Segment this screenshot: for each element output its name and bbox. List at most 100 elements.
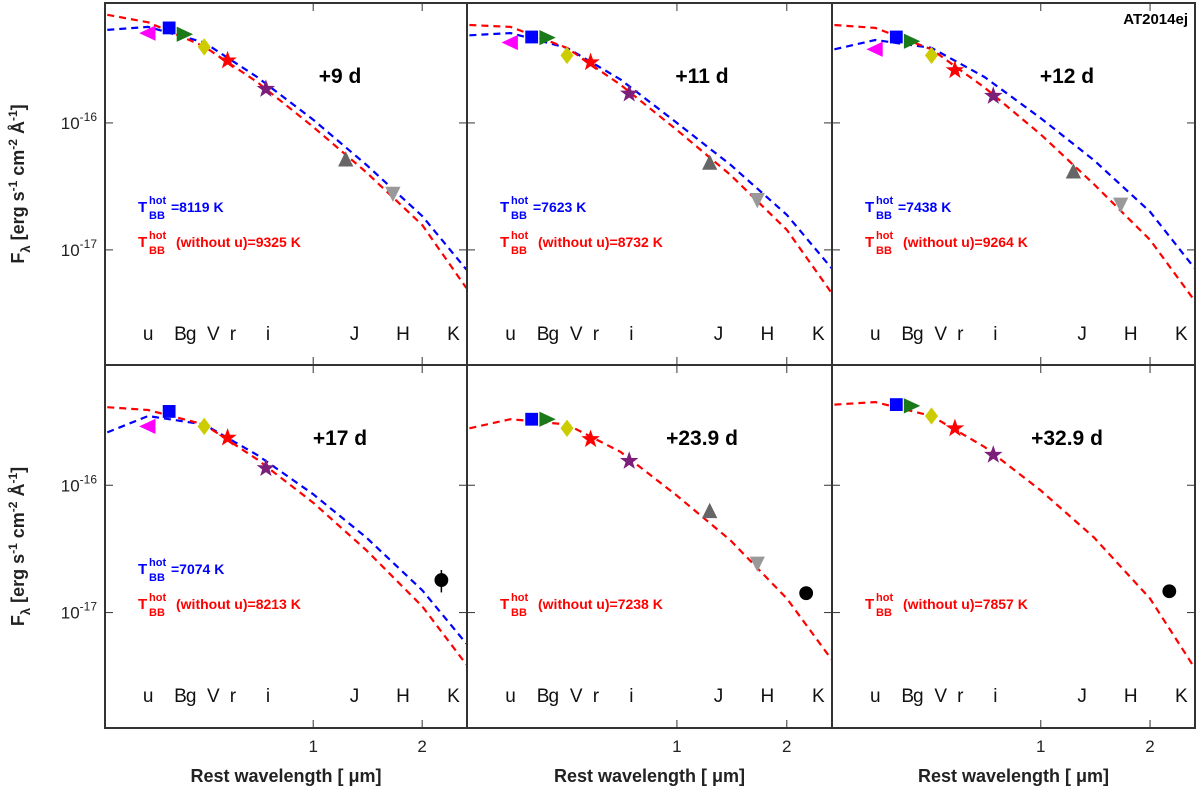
band-label: B — [537, 686, 550, 707]
band-label: i — [629, 324, 633, 345]
band-label: r — [230, 686, 237, 707]
data-point — [162, 21, 176, 35]
temp-sup: hot — [511, 195, 528, 207]
panel — [107, 13, 467, 289]
panel-label: +32.9 d — [1031, 427, 1103, 450]
data-point — [560, 419, 574, 437]
panel — [106, 405, 467, 666]
data-point — [984, 86, 1003, 104]
data-point — [889, 398, 903, 411]
data-point — [539, 29, 556, 46]
temp-value: =8119 K — [171, 199, 224, 215]
x-axis-label: Rest wavelength [ μm] — [190, 766, 381, 786]
data-point — [889, 30, 903, 44]
y-axis-label-part: -1 — [6, 543, 20, 554]
y-axis-label-part: F — [8, 253, 28, 264]
temp-sub: BB — [149, 607, 165, 619]
bb-curve — [834, 401, 1195, 669]
temp-sub: BB — [149, 210, 165, 222]
band-label: u — [143, 324, 154, 345]
band-label: V — [207, 686, 220, 707]
data-point — [581, 52, 600, 71]
x-axis-label: Rest wavelength [ μm] — [554, 766, 745, 786]
y-axis-label: Fλ [erg s-1 cm-2 Å-1] — [6, 467, 33, 626]
temp-value: (without u)=9325 K — [176, 234, 301, 250]
data-point — [1065, 163, 1082, 179]
y-axis-label-part: ] — [8, 467, 28, 473]
band-label: B — [537, 324, 550, 345]
bb-curve — [834, 38, 1195, 269]
panel-label: +23.9 d — [666, 427, 738, 450]
panel-label: +17 d — [313, 427, 367, 450]
temp-sup: hot — [149, 557, 166, 569]
band-label: i — [266, 324, 270, 345]
panel-frame — [831, 364, 1196, 729]
data-point — [525, 30, 539, 44]
data-point — [434, 573, 449, 587]
y-axis-label-part: ] — [8, 104, 28, 110]
band-label: g — [913, 324, 924, 345]
x-tick-label: 1 — [1036, 737, 1045, 756]
bb-curve — [469, 418, 832, 660]
temp-value: (without u)=7857 K — [903, 596, 1028, 612]
data-point — [525, 412, 539, 426]
temp-value: =7623 K — [533, 199, 586, 215]
data-point — [1162, 584, 1177, 599]
temp-sup: hot — [149, 195, 166, 207]
x-tick-label: 2 — [417, 737, 426, 756]
data-point — [539, 411, 556, 427]
temp-value: (without u)=7238 K — [538, 596, 663, 612]
bb-curve — [107, 406, 467, 666]
band-label: r — [957, 324, 964, 345]
band-label: K — [812, 686, 825, 707]
data-point — [338, 151, 354, 167]
y-axis-label-part: -1 — [6, 180, 20, 191]
y-axis-label-part: Å — [8, 484, 28, 502]
band-label: H — [761, 324, 775, 345]
data-point — [501, 34, 518, 51]
temp-sup: hot — [511, 592, 528, 604]
x-tick-label: 2 — [1145, 737, 1154, 756]
y-tick-exp: -17 — [80, 600, 98, 614]
bb-curve — [107, 25, 467, 271]
chart-title: AT2014ej — [1123, 11, 1188, 28]
panel-label: +9 d — [319, 65, 362, 88]
y-axis-label-part: -2 — [6, 139, 20, 150]
y-axis-label-part: -1 — [6, 473, 20, 484]
temp-value: (without u)=8732 K — [538, 234, 663, 250]
temp-sup: hot — [876, 592, 893, 604]
temp-sub: BB — [511, 607, 527, 619]
band-label: J — [350, 324, 360, 345]
y-tick-exp: -16 — [80, 472, 98, 486]
band-label: i — [266, 686, 270, 707]
bb-curve — [106, 414, 467, 645]
panel — [834, 398, 1195, 669]
band-label: K — [1175, 686, 1188, 707]
band-label: V — [570, 686, 583, 707]
panel-label: +11 d — [675, 65, 728, 88]
data-point — [619, 451, 639, 469]
temp-sub: BB — [876, 245, 892, 257]
band-label: r — [593, 686, 600, 707]
panel-frame — [831, 2, 1196, 366]
data-point — [218, 428, 237, 446]
y-tick-label: 10-17 — [61, 600, 98, 623]
band-label: g — [549, 686, 560, 707]
band-label: r — [957, 686, 964, 707]
bb-curve — [469, 23, 832, 294]
data-point — [197, 417, 211, 436]
temp-value: =7438 K — [898, 199, 951, 215]
band-label: g — [913, 686, 924, 707]
band-label: J — [714, 324, 724, 345]
temp-value: =7074 K — [171, 561, 224, 577]
band-label: i — [629, 686, 633, 707]
band-label: r — [230, 324, 237, 345]
data-point — [925, 407, 938, 425]
panel-frame — [466, 2, 833, 366]
data-point — [581, 429, 600, 448]
data-point — [945, 418, 965, 437]
band-label: B — [901, 686, 914, 707]
band-label: B — [174, 686, 187, 707]
panel — [834, 23, 1195, 302]
